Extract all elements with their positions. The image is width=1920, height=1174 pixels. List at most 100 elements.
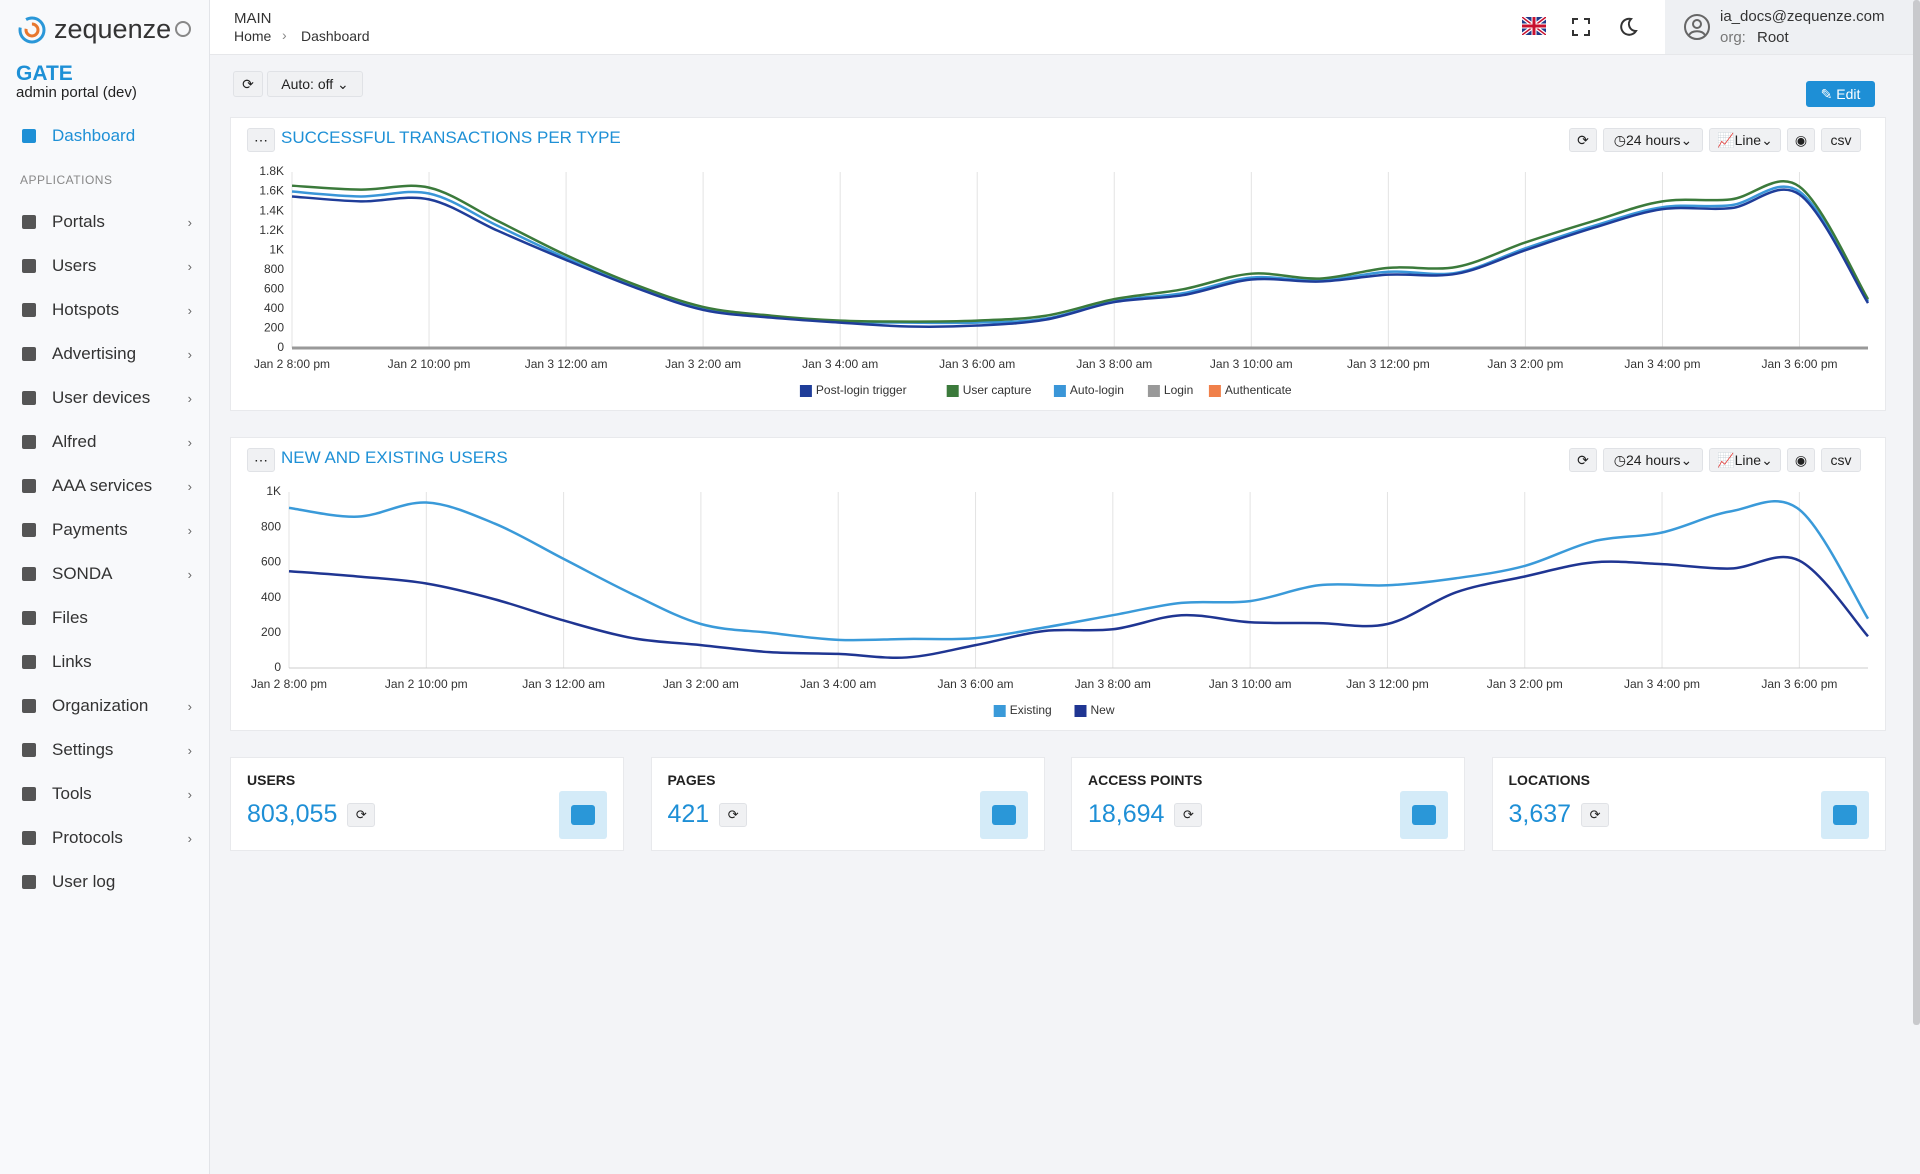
legend-swatch <box>993 705 1006 717</box>
nav-item[interactable]: Settings › <box>22 735 192 765</box>
nav-item[interactable]: Alfred › <box>22 427 192 457</box>
y-tick-label: 600 <box>264 282 284 296</box>
icon <box>22 523 36 537</box>
y-tick-label: 400 <box>261 590 281 604</box>
chevron: › <box>187 434 192 450</box>
x-tick-label: Jan 2 8:00 pm <box>251 677 327 691</box>
x-tick-label: Jan 3 4:00 pm <box>1624 677 1700 691</box>
stat-value: 803,055 ⟳ <box>247 800 376 829</box>
icon <box>22 743 36 757</box>
range-select[interactable]: ◷ 24 hours ⌄ <box>1603 128 1703 152</box>
nav-item[interactable]: Protocols › <box>22 823 192 853</box>
nav-item[interactable]: AAA services › <box>22 471 192 501</box>
icon-glyph <box>1832 805 1857 825</box>
chevron: › <box>187 390 192 406</box>
brand: zequenze <box>54 14 172 44</box>
breadcrumb-current: Dashboard <box>301 28 370 44</box>
stat-number: 3,637 <box>1508 800 1572 828</box>
header: MAIN Home › Dashboard ia_docs@zequenze.c… <box>210 0 1920 55</box>
legend-label: User capture <box>963 383 1032 397</box>
refresh-button[interactable]: ⟳ <box>233 71 263 97</box>
stat-card: LOCATIONS 3,637 ⟳ <box>1491 757 1886 851</box>
refresh-button[interactable]: ⟳ <box>1174 802 1203 827</box>
section-label: APPLICATIONS <box>20 173 113 187</box>
user-avatar <box>1684 14 1710 40</box>
stat-icon <box>1820 791 1869 839</box>
nav-item[interactable]: User devices › <box>22 383 192 413</box>
icon <box>22 831 36 845</box>
menu-button[interactable]: ⋯ <box>247 448 275 472</box>
x-tick-label: Jan 3 6:00 am <box>939 357 1015 371</box>
edit-button[interactable]: ✎ Edit <box>1806 81 1875 107</box>
csv-button[interactable]: csv <box>1821 448 1861 472</box>
user-menu[interactable]: ia_docs@zequenze.com org: Root <box>1665 0 1920 54</box>
org-label: org: <box>1720 29 1746 46</box>
nav-item[interactable]: Tools › <box>22 779 192 809</box>
y-tick-label: 800 <box>261 519 281 533</box>
series-line <box>291 188 1870 328</box>
edit-label: Edit <box>1836 86 1861 102</box>
series-line <box>291 180 1870 323</box>
icon <box>22 875 36 889</box>
icon <box>22 655 36 669</box>
nav-item[interactable]: User log <box>22 867 192 897</box>
csv-label: csv <box>1830 132 1852 148</box>
refresh-button[interactable]: ⟳ <box>1581 802 1610 827</box>
pin-toggle[interactable] <box>175 21 191 37</box>
nav-item[interactable]: Organization › <box>22 691 192 721</box>
nav-item[interactable]: Users › <box>22 251 192 281</box>
nav-item[interactable]: Portals › <box>22 207 192 237</box>
breadcrumb-home[interactable]: Home <box>234 28 272 44</box>
stat-icon <box>559 791 607 839</box>
user-email: ia_docs@zequenze.com <box>1720 8 1885 25</box>
nav-dashboard[interactable]: Dashboard <box>22 121 192 151</box>
x-tick-label: Jan 3 4:00 pm <box>1624 357 1700 371</box>
refresh-button[interactable]: ⟳ <box>347 802 376 827</box>
icon <box>22 435 36 449</box>
legend-swatch <box>1053 385 1066 397</box>
stat-number: 803,055 <box>247 800 338 828</box>
menu-button[interactable]: ⋯ <box>247 128 275 152</box>
mode-select[interactable]: 📈 Line ⌄ <box>1709 448 1781 472</box>
series-line <box>288 500 1870 642</box>
csv-button[interactable]: csv <box>1821 128 1861 152</box>
chart: 0 200 400 600 800 1K Jan 2 8:00 pm Jan 2 10:00 … <box>251 484 1870 717</box>
language-flag[interactable] <box>1522 17 1546 35</box>
range-select[interactable]: ◷ 24 hours ⌄ <box>1603 448 1703 472</box>
x-tick-label: Jan 3 12:00 pm <box>1346 677 1429 691</box>
dark-mode-button[interactable] <box>1618 17 1638 37</box>
nav-label: Hotspots <box>52 300 120 319</box>
fullscreen-button[interactable] <box>1572 18 1590 36</box>
nav-label: User devices <box>52 388 151 407</box>
x-tick-label: Jan 3 2:00 pm <box>1487 357 1563 371</box>
scrollbar <box>1913 0 1920 1025</box>
refresh-button[interactable]: ⟳ <box>1569 128 1597 152</box>
csv-label: csv <box>1830 452 1852 468</box>
nav-item[interactable]: SONDA › <box>22 559 192 589</box>
nav-item[interactable]: Hotspots › <box>22 295 192 325</box>
nav-item[interactable]: Advertising › <box>22 339 192 369</box>
nav-item[interactable]: Files <box>22 603 192 633</box>
y-tick-label: 0 <box>274 660 281 674</box>
screenshot-button[interactable]: ◉ <box>1787 128 1815 152</box>
mode-select[interactable]: 📈 Line ⌄ <box>1709 128 1781 152</box>
x-tick-label: Jan 3 2:00 am <box>665 357 741 371</box>
chart: 0 200 400 600 800 1K 1.2K 1.4K 1.6K 1.8K Jan 2 8:0… <box>254 164 1870 397</box>
nav-item[interactable]: Links <box>22 647 192 677</box>
screenshot-button[interactable]: ◉ <box>1787 448 1815 472</box>
nav-label: Portals <box>52 212 105 231</box>
refresh-button[interactable]: ⟳ <box>719 802 748 827</box>
legend-swatch <box>799 385 812 397</box>
chevron: › <box>187 214 192 230</box>
nav-item[interactable]: Payments › <box>22 515 192 545</box>
y-tick-label: 1K <box>266 484 281 498</box>
x-tick-label: Jan 3 8:00 am <box>1075 677 1151 691</box>
auto-refresh-select[interactable]: Auto: off ⌄ <box>267 71 363 97</box>
refresh-button[interactable]: ⟳ <box>1569 448 1597 472</box>
icon <box>22 611 36 625</box>
y-tick-label: 400 <box>264 301 284 315</box>
legend-label: Login <box>1164 383 1193 397</box>
section: MAIN <box>234 10 272 27</box>
stat-number: 421 <box>667 800 710 828</box>
